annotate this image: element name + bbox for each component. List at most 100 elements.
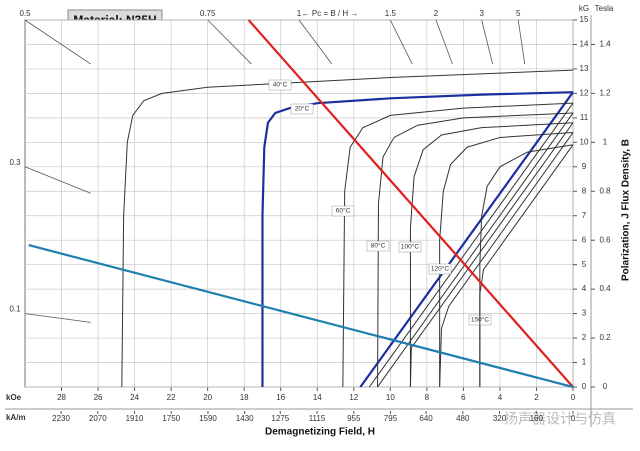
curve [342,102,574,388]
y-tick-label: 3 [582,309,587,318]
x-tick-label: 26 [94,393,103,402]
pc-tick-label: 0.3 [9,158,21,167]
x-tick-label: 28 [57,393,66,402]
y-tick-label: 10 [580,137,589,146]
x2-tick-label: 2230 [52,414,70,423]
curve [479,144,574,387]
curve [479,144,574,387]
y-tick-label: 2 [582,333,587,342]
x2-tick-label: 1275 [271,414,289,423]
x-tick-label: 24 [130,393,139,402]
y-axis-title: Polarization, J Flux Density, B [621,139,632,281]
curve-label: 80°C [371,242,386,250]
x2-tick-label: 2070 [89,414,107,423]
y-tick-label: 15 [580,15,589,24]
curve [28,244,574,389]
curve-label: 100°C [401,243,419,251]
x-tick-label: 16 [276,393,285,402]
pc-tick [481,19,494,65]
y2-tick-label: 1.4 [599,40,611,49]
curve [121,69,574,388]
x-tick-label: 12 [349,393,358,402]
pc-tick-label: 0.1 [9,305,21,314]
curve-label-box [290,103,314,115]
pc-tick-label: 2 [434,9,439,18]
x-axis-title: Demagnetizing Field, H [265,427,375,438]
x-tick-label: 6 [461,393,466,402]
curve [247,19,574,388]
x2-tick-label: 640 [419,414,433,423]
y2-unit: Tesla [595,4,614,13]
x-tick-label: 8 [425,393,430,402]
watermark: 扬声器设计与仿真 [504,411,616,427]
y-tick-label: 1 [582,358,587,367]
curve-label: 40°C [273,81,288,89]
x-tick-label: 2 [534,393,539,402]
x2-tick-label: 0 [571,414,576,423]
y-tick-label: 6 [582,235,587,244]
curve [359,91,574,388]
pc-tick-label: 5 [516,9,521,18]
curve [439,132,574,387]
y2-tick-label: 1.2 [599,89,611,98]
pc-tick [24,166,91,194]
pc-tick [298,19,333,65]
y-unit: kG [579,4,589,13]
y-tick-label: 14 [580,40,589,49]
x2-tick-label: 480 [456,414,470,423]
x-tick-label: 4 [498,393,503,402]
x-tick-label: 14 [313,393,322,402]
curve-label: 60°C [336,207,351,215]
x-unit: kOe [6,393,22,402]
pc-tick [24,313,91,323]
y2-tick-label: 0.8 [599,186,611,195]
x2-tick-label: 320 [493,414,507,423]
pc-tick [435,19,453,65]
curve-label-box [398,241,422,253]
x2-tick-label: 795 [384,414,398,423]
y-tick-label: 11 [580,113,589,122]
pc-tick-label: 0.5 [19,9,31,18]
curve-label-box [331,205,355,217]
pc-tick [517,19,526,65]
x2-tick-label: 1910 [126,414,144,423]
y-tick-label: 8 [582,186,587,195]
x2-unit: kA/m [6,413,26,422]
y2-tick-label: 0.6 [599,235,611,244]
y-tick-label: 4 [582,284,587,293]
y2-tick-label: 1 [603,137,608,146]
curve [409,122,574,387]
pc-tick-label: 0.75 [200,9,216,18]
x-tick-label: 18 [240,393,249,402]
curve-label: 120°C [431,265,449,273]
x-tick-label: 20 [203,393,212,402]
pc-label: ← Pc = B / H → [302,9,359,18]
curve-label-box [366,240,390,252]
curve-label-box [268,79,292,91]
x2-tick-label: 160 [530,414,544,423]
y-tick-label: 0 [582,382,587,391]
pc-tick-label: 3 [479,9,484,18]
pc-tick-label: 1 [297,9,302,18]
y2-tick-label: 0 [603,382,608,391]
pc-tick [24,19,91,65]
curve-label-box [428,263,452,275]
curve [261,91,574,387]
y2-tick-label: 0.2 [599,333,611,342]
y-tick-label: 13 [580,64,589,73]
x2-tick-label: 1430 [236,414,254,423]
x-tick-label: 0 [571,393,576,402]
curve [377,112,574,388]
x2-tick-label: 955 [347,414,361,423]
x2-tick-label: 1750 [162,414,180,423]
plot-area [24,19,574,388]
x2-tick-label: 1590 [199,414,217,423]
curve-label: 20°C [295,105,310,113]
curve [439,132,574,388]
x-tick-label: 10 [386,393,395,402]
pc-tick-label: 1.5 [385,9,397,18]
x-tick-label: 22 [167,393,176,402]
pc-tick [207,19,252,65]
